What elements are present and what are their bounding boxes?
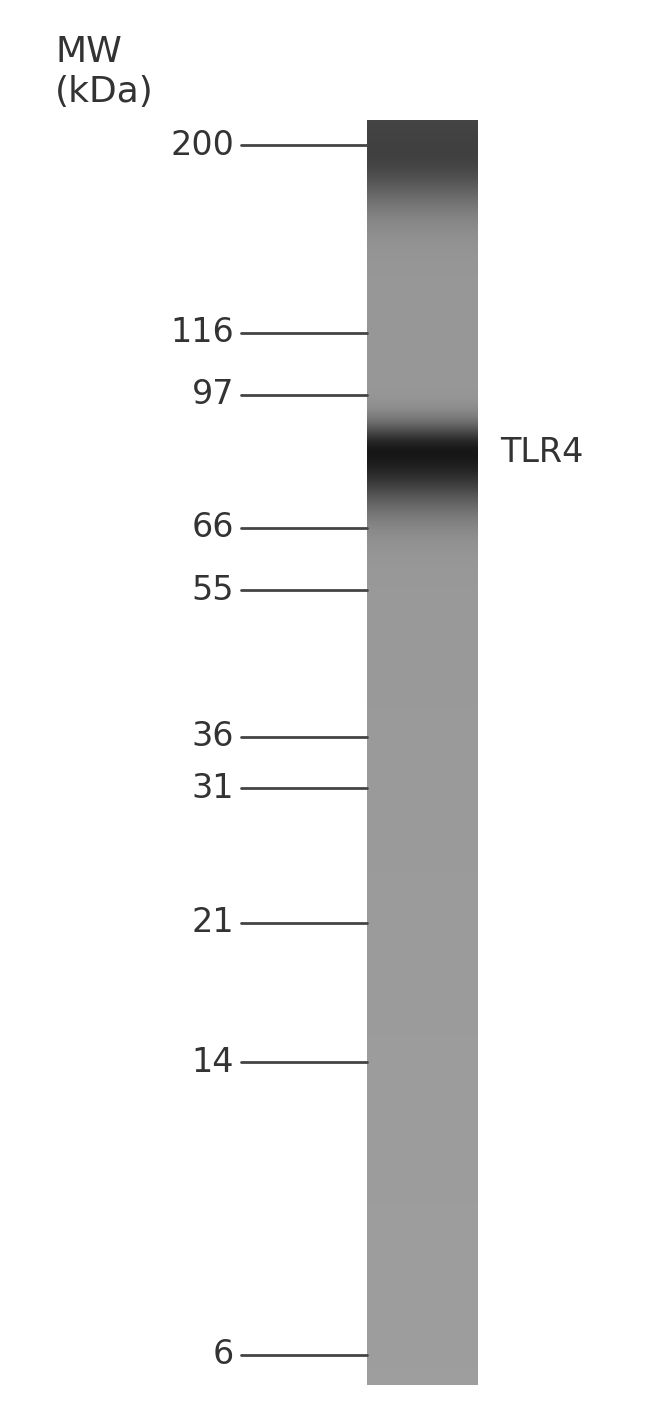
Text: 200: 200 (170, 129, 234, 161)
Text: 66: 66 (192, 512, 234, 544)
Text: 6: 6 (213, 1338, 234, 1371)
Text: 36: 36 (192, 721, 234, 753)
Text: 31: 31 (192, 771, 234, 804)
Text: TLR4: TLR4 (500, 437, 584, 469)
Text: 21: 21 (191, 906, 234, 940)
Text: 97: 97 (192, 379, 234, 411)
Text: MW
(kDa): MW (kDa) (55, 35, 154, 109)
Text: 55: 55 (192, 574, 234, 608)
Text: 14: 14 (192, 1046, 234, 1080)
Text: 116: 116 (170, 317, 234, 349)
